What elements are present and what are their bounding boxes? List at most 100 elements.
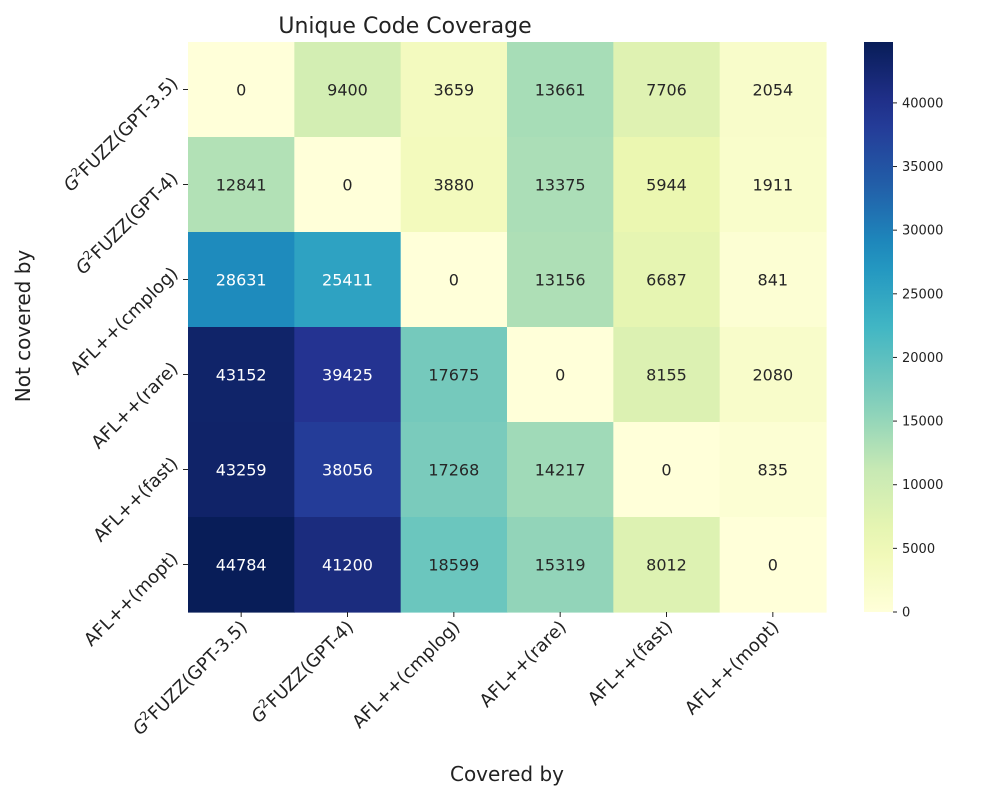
cell-value-label: 8012 xyxy=(646,556,687,575)
cell-value-label: 0 xyxy=(661,461,671,480)
heatmap-cell xyxy=(188,327,295,423)
tick-label: AFL++(mopt) xyxy=(80,548,182,650)
chart-title: Unique Code Coverage xyxy=(278,14,531,39)
heatmap-cell xyxy=(507,137,614,233)
cell-value-label: 39425 xyxy=(322,366,373,385)
cell-value-label: 835 xyxy=(758,461,789,480)
heatmap-cell xyxy=(400,232,508,328)
cell-value-label: 44784 xyxy=(216,556,267,575)
heatmap-cell xyxy=(294,422,402,518)
colorbar-tick-label: 40000 xyxy=(902,96,943,111)
heatmap-cell xyxy=(294,137,402,233)
x-axis-label: Covered by xyxy=(450,762,564,786)
cell-value-label: 43259 xyxy=(216,461,267,480)
colorbar-tick-label: 20000 xyxy=(902,351,943,366)
cell-value-label: 5944 xyxy=(646,176,687,195)
tick-label: AFL++(fast) xyxy=(584,617,677,710)
cell-value-label: 0 xyxy=(768,556,778,575)
tick-label: AFL++(cmplog) xyxy=(348,617,464,733)
heatmap-cell xyxy=(613,517,721,613)
colorbar-tick-label: 25000 xyxy=(902,287,943,302)
heatmap-cell xyxy=(719,232,827,328)
colorbar-tick-label: 10000 xyxy=(902,478,943,493)
tick-label: AFL++(rare) xyxy=(87,358,182,453)
heatmap-cell xyxy=(294,232,402,328)
cell-value-label: 18599 xyxy=(428,556,479,575)
heatmap-cell xyxy=(188,232,295,328)
colorbar-tick-label: 30000 xyxy=(902,224,943,239)
heatmap-cell xyxy=(188,42,295,138)
heatmap-cell xyxy=(613,232,721,328)
cell-value-label: 12841 xyxy=(216,176,267,195)
colorbar-gradient xyxy=(864,42,893,612)
heatmap-cell xyxy=(188,422,295,518)
cell-value-label: 43152 xyxy=(216,366,267,385)
heatmap-cell xyxy=(188,517,295,613)
x-axis: G2FUZZ(GPT-3.5)G2FUZZ(GPT-4)AFL++(cmplog… xyxy=(127,612,783,740)
heatmap-cell xyxy=(400,422,508,518)
colorbar-tick-label: 5000 xyxy=(902,542,935,557)
heatmap-cell xyxy=(400,137,508,233)
cell-value-label: 25411 xyxy=(322,271,373,290)
heatmap-cell xyxy=(400,517,508,613)
heatmap-cell xyxy=(507,232,614,328)
heatmap-cell xyxy=(400,327,508,423)
cell-value-label: 38056 xyxy=(322,461,373,480)
heatmap-cell xyxy=(294,327,402,423)
heatmap-cells xyxy=(188,42,827,613)
cell-value-label: 8155 xyxy=(646,366,687,385)
cell-value-label: 0 xyxy=(555,366,565,385)
cell-value-label: 17268 xyxy=(428,461,479,480)
cell-value-label: 17675 xyxy=(428,366,479,385)
cell-value-label: 0 xyxy=(342,176,352,195)
colorbar: 0 5000 10000 15000 20000 25000 30000 35000 40000 xyxy=(864,42,943,621)
tick-label: AFL++(mopt) xyxy=(681,617,783,719)
tick-label: G2FUZZ(GPT-4) xyxy=(70,167,182,279)
cell-value-label: 28631 xyxy=(216,271,267,290)
heatmap-cell xyxy=(613,42,721,138)
y-axis: G2FUZZ(GPT-3.5)G2FUZZ(GPT-4)AFL++(cmplog… xyxy=(60,73,188,651)
cell-value-label: 15319 xyxy=(535,556,586,575)
heatmap-cell xyxy=(719,517,827,613)
tick-label: G2FUZZ(GPT-4) xyxy=(246,615,358,727)
cell-value-label: 0 xyxy=(449,271,459,290)
heatmap-cell xyxy=(294,42,402,138)
heatmap-cell xyxy=(719,42,827,138)
heatmap-cell xyxy=(719,422,827,518)
cell-value-label: 9400 xyxy=(327,81,368,100)
colorbar-tick-label: 15000 xyxy=(902,415,943,430)
heatmap-cell xyxy=(507,517,614,613)
cell-value-label: 13661 xyxy=(535,81,586,100)
tick-label: AFL++(rare) xyxy=(476,617,571,712)
heatmap-cell xyxy=(507,42,614,138)
cell-value-label: 3659 xyxy=(433,81,474,100)
cell-value-label: 7706 xyxy=(646,81,687,100)
cell-value-labels: 0 9400 3659 13661 7706 2054 12841 0 3880 13375 594… xyxy=(216,81,793,575)
cell-value-label: 2054 xyxy=(752,81,793,100)
cell-value-label: 6687 xyxy=(646,271,687,290)
cell-value-label: 0 xyxy=(236,81,246,100)
cell-value-label: 1911 xyxy=(752,176,793,195)
cell-value-label: 2080 xyxy=(752,366,793,385)
heatmap-cell xyxy=(719,327,827,423)
y-axis-label: Not covered by xyxy=(11,250,35,403)
cell-value-label: 3880 xyxy=(433,176,474,195)
tick-label: AFL++(fast) xyxy=(89,453,182,546)
cell-value-label: 13156 xyxy=(535,271,586,290)
heatmap-cell xyxy=(613,422,721,518)
colorbar-tick-label: 35000 xyxy=(902,160,943,175)
heatmap-cell xyxy=(507,422,614,518)
cell-value-label: 13375 xyxy=(535,176,586,195)
heatmap-cell xyxy=(613,137,721,233)
tick-label: G2FUZZ(GPT-3.5) xyxy=(127,615,251,739)
heatmap-cell xyxy=(294,517,402,613)
cell-value-label: 14217 xyxy=(535,461,586,480)
heatmap-cell xyxy=(188,137,295,233)
heatmap-cell xyxy=(400,42,508,138)
heatmap-cell xyxy=(507,327,614,423)
cell-value-label: 41200 xyxy=(322,556,373,575)
colorbar-tick-label: 0 xyxy=(902,606,910,621)
heatmap-cell xyxy=(719,137,827,233)
cell-value-label: 841 xyxy=(758,271,789,290)
